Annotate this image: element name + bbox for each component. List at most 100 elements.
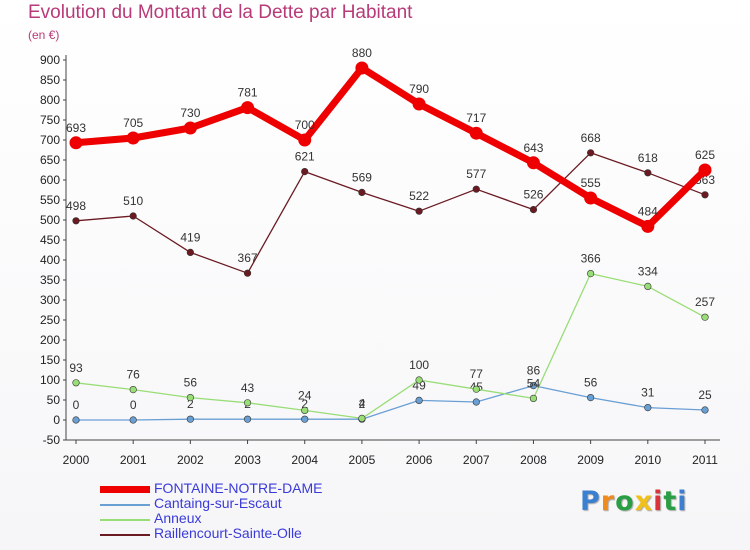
chart-title: Evolution du Montant de la Dette par Hab… (28, 2, 413, 23)
data-point-fontaine-notre-dame (355, 61, 369, 75)
data-label-anneux: 24 (298, 388, 312, 402)
data-label-cantaing-sur-escaut: 0 (73, 398, 80, 412)
line-chart-plot: -500501001502002503003504004505005506006… (40, 46, 720, 467)
y-tick-label: -50 (43, 433, 61, 447)
x-tick-label: 2004 (291, 453, 318, 467)
data-point-cantaing-sur-escaut (415, 396, 423, 405)
data-label-cantaing-sur-escaut: 2 (187, 397, 194, 411)
brand-letter: r (600, 486, 616, 517)
y-tick-label: 750 (40, 113, 60, 127)
data-label-raillencourt-sainte-olle: 510 (123, 194, 143, 208)
x-tick-label: 2009 (577, 453, 604, 467)
y-tick-label: 150 (40, 353, 60, 367)
data-label-fontaine-notre-dame: 705 (123, 116, 143, 130)
data-point-cantaing-sur-escaut (72, 416, 80, 424)
brand-letter: t (663, 486, 678, 517)
data-label-raillencourt-sainte-olle: 367 (238, 251, 258, 265)
data-label-raillencourt-sainte-olle: 577 (466, 167, 486, 181)
data-point-anneux (587, 270, 595, 278)
data-point-anneux (186, 394, 194, 402)
data-point-cantaing-sur-escaut (472, 398, 480, 406)
x-tick-label: 2001 (120, 453, 147, 467)
data-label-anneux: 4 (359, 396, 366, 410)
data-label-cantaing-sur-escaut: 2 (301, 397, 308, 411)
x-tick-label: 2008 (520, 453, 547, 467)
data-point-cantaing-sur-escaut (129, 416, 137, 424)
y-tick-label: 900 (40, 53, 60, 67)
data-label-raillencourt-sainte-olle: 668 (581, 131, 601, 145)
y-tick-label: 700 (40, 133, 60, 147)
data-label-cantaing-sur-escaut: 0 (130, 398, 137, 412)
data-point-raillencourt-sainte-olle (529, 206, 538, 214)
data-point-anneux (529, 394, 538, 403)
data-point-fontaine-notre-dame (241, 101, 255, 115)
y-tick-label: 500 (40, 213, 60, 227)
data-label-raillencourt-sainte-olle: 498 (66, 199, 86, 213)
data-point-fontaine-notre-dame (526, 156, 540, 170)
data-label-anneux: 54 (527, 376, 541, 390)
data-label-fontaine-notre-dame: 625 (695, 148, 715, 162)
data-point-cantaing-sur-escaut (186, 415, 194, 423)
data-label-anneux: 76 (127, 368, 141, 382)
data-point-cantaing-sur-escaut (644, 404, 652, 412)
data-point-raillencourt-sainte-olle (644, 169, 652, 177)
series-line-cantaing-sur-escaut (76, 384, 706, 421)
data-point-raillencourt-sainte-olle (301, 168, 309, 176)
legend-label: Cantaing-sur-Escaut (154, 495, 282, 511)
data-point-fontaine-notre-dame (698, 163, 712, 177)
data-label-anneux: 366 (581, 252, 601, 266)
legend-swatch (100, 534, 150, 536)
brand-letter: i (677, 486, 688, 517)
legend-label: FONTAINE-NOTRE-DAME (154, 480, 323, 496)
data-label-fontaine-notre-dame: 693 (66, 121, 86, 135)
data-point-raillencourt-sainte-olle (72, 217, 80, 225)
data-point-anneux (72, 379, 80, 387)
data-label-cantaing-sur-escaut: 56 (584, 376, 598, 390)
brand-letter: i (653, 486, 664, 517)
brand-letter: o (615, 486, 635, 517)
y-tick-label: 50 (47, 393, 61, 407)
data-point-anneux (358, 414, 366, 423)
x-tick-label: 2011 (692, 453, 718, 467)
data-point-raillencourt-sainte-olle (186, 248, 194, 256)
data-label-anneux: 257 (695, 295, 715, 309)
data-point-fontaine-notre-dame (469, 126, 483, 140)
data-point-raillencourt-sainte-olle (129, 212, 137, 220)
data-point-anneux (644, 282, 652, 291)
data-label-fontaine-notre-dame: 790 (409, 82, 429, 96)
y-tick-label: 450 (40, 233, 60, 247)
data-label-fontaine-notre-dame: 700 (295, 118, 315, 132)
data-label-cantaing-sur-escaut: 25 (698, 388, 712, 402)
data-point-fontaine-notre-dame (412, 97, 426, 111)
data-label-raillencourt-sainte-olle: 522 (409, 189, 429, 203)
data-point-fontaine-notre-dame (126, 131, 140, 145)
data-label-cantaing-sur-escaut: 2 (359, 397, 366, 411)
legend-label: Raillencourt-Sainte-Olle (154, 525, 302, 541)
data-label-raillencourt-sainte-olle: 569 (352, 170, 372, 184)
y-tick-label: 100 (40, 373, 60, 387)
y-tick-label: 300 (40, 293, 60, 307)
data-label-fontaine-notre-dame: 717 (466, 111, 486, 125)
data-point-raillencourt-sainte-olle (358, 188, 366, 196)
series-line-anneux (75, 272, 706, 420)
data-point-cantaing-sur-escaut (243, 415, 252, 423)
data-point-fontaine-notre-dame (298, 133, 312, 147)
data-point-cantaing-sur-escaut (301, 415, 309, 423)
brand-letter: x (634, 486, 654, 517)
y-tick-label: 550 (40, 193, 60, 207)
data-label-fontaine-notre-dame: 555 (581, 176, 601, 190)
data-label-fontaine-notre-dame: 781 (238, 86, 258, 100)
data-label-raillencourt-sainte-olle: 526 (523, 188, 543, 202)
data-point-raillencourt-sainte-olle (701, 191, 709, 199)
data-point-anneux (415, 376, 423, 384)
data-point-fontaine-notre-dame (641, 219, 655, 233)
y-tick-label: 850 (40, 73, 60, 87)
data-label-fontaine-notre-dame: 484 (638, 204, 658, 218)
legend-swatch (100, 486, 150, 493)
data-label-anneux: 93 (69, 361, 83, 375)
data-point-raillencourt-sainte-olle (415, 207, 423, 215)
chart-unit: (en €) (28, 28, 60, 42)
data-point-anneux (701, 313, 709, 321)
y-tick-label: 200 (40, 333, 60, 347)
